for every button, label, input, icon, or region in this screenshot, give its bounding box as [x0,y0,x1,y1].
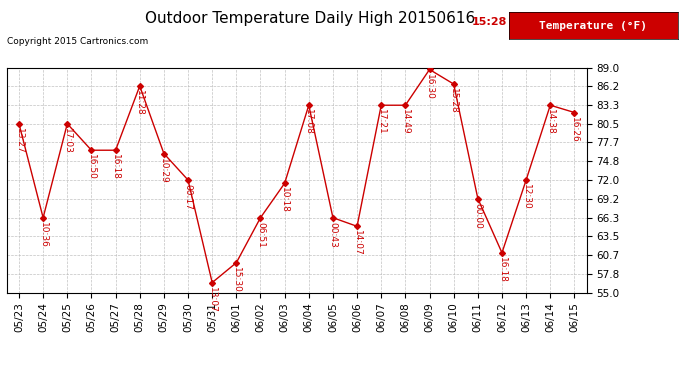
Text: 13:07: 13:07 [208,287,217,313]
Text: 11:28: 11:28 [135,90,144,116]
Text: 16:50: 16:50 [87,154,96,180]
Text: 12:30: 12:30 [522,184,531,210]
Text: 10:29: 10:29 [159,158,168,183]
Text: 14:49: 14:49 [401,110,410,135]
Text: 15:28: 15:28 [449,88,458,114]
Text: 06:51: 06:51 [256,222,265,248]
Text: 17:21: 17:21 [377,110,386,135]
Text: 15:30: 15:30 [232,267,241,293]
Text: 17:08: 17:08 [304,110,313,135]
Text: Outdoor Temperature Daily High 20150616: Outdoor Temperature Daily High 20150616 [146,11,475,26]
Text: 00:43: 00:43 [328,222,337,248]
Text: 00:00: 00:00 [473,203,482,229]
Text: 10:36: 10:36 [39,222,48,248]
Text: 00:17: 00:17 [184,184,193,210]
Text: 10:18: 10:18 [280,188,289,213]
Text: 15:28: 15:28 [472,17,507,27]
Text: 13:27: 13:27 [14,128,23,154]
Text: 16:30: 16:30 [425,74,434,99]
Text: 16:18: 16:18 [497,257,506,283]
Text: 14:07: 14:07 [353,231,362,256]
Text: 17:03: 17:03 [63,128,72,154]
Text: Copyright 2015 Cartronics.com: Copyright 2015 Cartronics.com [7,38,148,46]
Text: 16:26: 16:26 [570,117,579,142]
Text: 16:18: 16:18 [111,154,120,180]
Text: 14:38: 14:38 [546,110,555,135]
Text: Temperature (°F): Temperature (°F) [539,21,647,31]
